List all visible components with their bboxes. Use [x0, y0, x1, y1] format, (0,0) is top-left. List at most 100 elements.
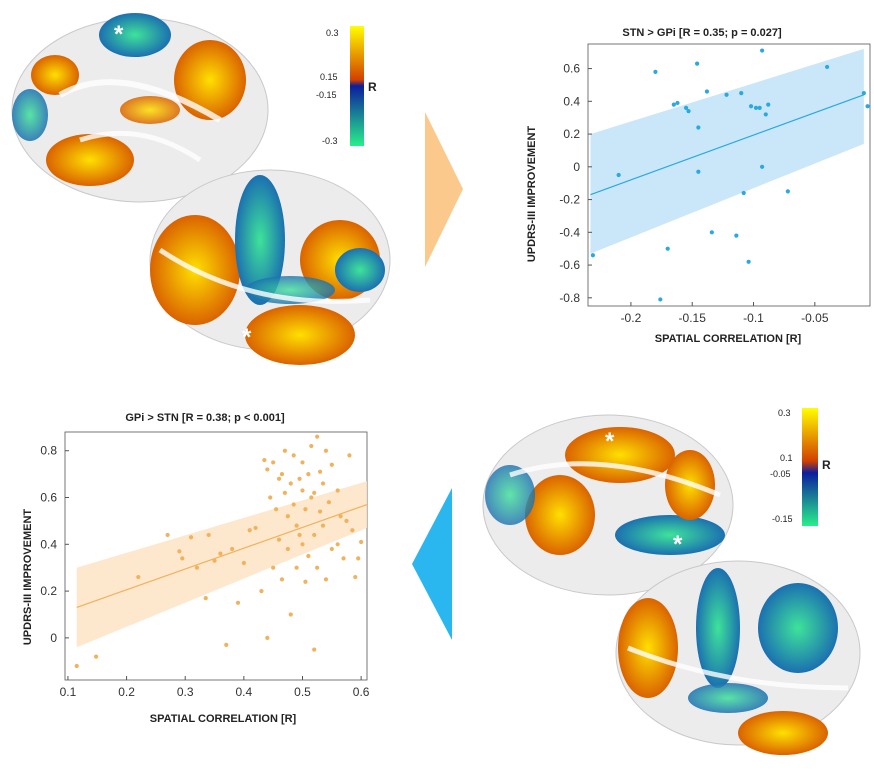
colorbar-gradient	[350, 26, 364, 146]
data-point	[696, 169, 701, 174]
y-tick-label: 0.2	[40, 584, 57, 598]
data-point	[188, 535, 194, 540]
colorbar-min-label: -0.15	[772, 514, 793, 524]
data-point	[230, 546, 235, 552]
data-point	[203, 596, 208, 601]
y-tick-label: 0.4	[40, 537, 57, 551]
data-point	[285, 514, 290, 519]
brain-render-medial-bottom: * *	[482, 414, 734, 596]
data-point	[253, 525, 258, 531]
data-point	[683, 105, 689, 110]
x-tick-label: 0.1	[60, 685, 77, 699]
y-axis-label: UPDRS-III IMPROVEMENT	[526, 126, 538, 263]
colorbar-max-label: 0.3	[778, 408, 791, 418]
data-point	[306, 472, 311, 477]
data-point	[739, 91, 744, 96]
data-point	[136, 574, 141, 580]
data-point	[279, 472, 285, 477]
data-point	[294, 523, 299, 528]
data-point	[785, 189, 790, 194]
data-point	[347, 453, 352, 458]
data-point	[766, 102, 771, 107]
data-point	[760, 48, 765, 53]
y-tick-label: 0.6	[40, 491, 57, 505]
colorbar-gradient	[802, 408, 818, 526]
colorbar-midpos-label: 0.15	[320, 72, 338, 82]
data-point	[359, 539, 364, 545]
chart-title: STN > GPi [R = 0.35; p = 0.027]	[622, 27, 782, 39]
data-point	[665, 246, 670, 251]
y-tick-label: 0.6	[563, 62, 580, 76]
y-tick-label: 0.2	[563, 127, 580, 141]
data-point	[309, 443, 314, 449]
y-tick-label: 0.8	[40, 444, 57, 458]
data-point	[288, 612, 293, 617]
confidence-band	[590, 48, 864, 254]
y-axis-label: UPDRS-III IMPROVEMENT	[22, 509, 34, 646]
x-axis-label: SPATIAL CORRELATION [R]	[150, 713, 297, 725]
blue-arrow-left	[412, 488, 452, 640]
data-point	[746, 259, 751, 264]
data-point	[704, 89, 710, 94]
brain-render-lateral-bottom	[615, 560, 861, 755]
data-point	[294, 565, 299, 570]
data-point	[329, 462, 334, 467]
data-point	[93, 654, 99, 659]
data-point	[291, 502, 296, 507]
data-point	[300, 488, 305, 493]
data-point	[353, 574, 358, 580]
data-point	[695, 61, 700, 66]
data-point	[696, 125, 701, 130]
brain-render-lateral-top: *	[149, 169, 391, 365]
data-point	[658, 297, 663, 302]
data-point	[312, 532, 317, 538]
data-point	[653, 69, 658, 74]
data-point	[306, 553, 311, 559]
data-point	[74, 663, 79, 669]
data-point	[180, 556, 185, 561]
data-point	[300, 542, 305, 547]
data-point	[194, 565, 200, 570]
data-point	[344, 518, 349, 524]
data-point	[315, 565, 320, 570]
data-point	[265, 635, 270, 640]
data-point	[282, 490, 288, 495]
brain-render-medial-top: *	[11, 13, 269, 203]
x-tick-label: 0.2	[118, 685, 135, 699]
data-point	[724, 92, 729, 97]
data-point	[247, 528, 252, 533]
colorbar-r-label: R	[368, 80, 377, 94]
scatter-chart-gpi-stn: GPi > STN [R = 0.38; p < 0.001] 0.1 0.2 0.…	[22, 412, 370, 725]
data-point	[763, 112, 768, 117]
data-point	[865, 104, 870, 109]
data-point	[218, 551, 223, 556]
regression-line	[76, 503, 368, 609]
data-point	[709, 230, 714, 235]
colorbar-r-label: R	[822, 458, 831, 472]
data-point	[338, 514, 343, 519]
data-point	[320, 523, 326, 528]
data-point	[741, 190, 746, 196]
data-point	[317, 469, 323, 474]
chart-title: GPi > STN [R = 0.38; p < 0.001]	[125, 412, 285, 424]
data-point	[241, 560, 246, 566]
data-point	[297, 476, 302, 481]
data-point	[335, 542, 340, 547]
plot-frame	[64, 431, 368, 681]
data-point	[271, 565, 276, 570]
data-point	[212, 558, 217, 563]
x-tick-label: -0.1	[743, 311, 764, 325]
data-point	[329, 546, 334, 552]
data-point	[177, 549, 182, 554]
data-point	[265, 467, 270, 472]
colorbar-min-label: -0.3	[322, 136, 338, 146]
data-point	[748, 104, 754, 109]
data-point	[312, 490, 317, 495]
data-point	[671, 102, 676, 107]
x-tick-label: 0.4	[236, 685, 253, 699]
data-point	[323, 577, 329, 582]
data-point	[323, 448, 329, 453]
data-point	[312, 647, 317, 652]
y-tick-label: -0.2	[559, 193, 580, 207]
data-point	[291, 453, 296, 458]
